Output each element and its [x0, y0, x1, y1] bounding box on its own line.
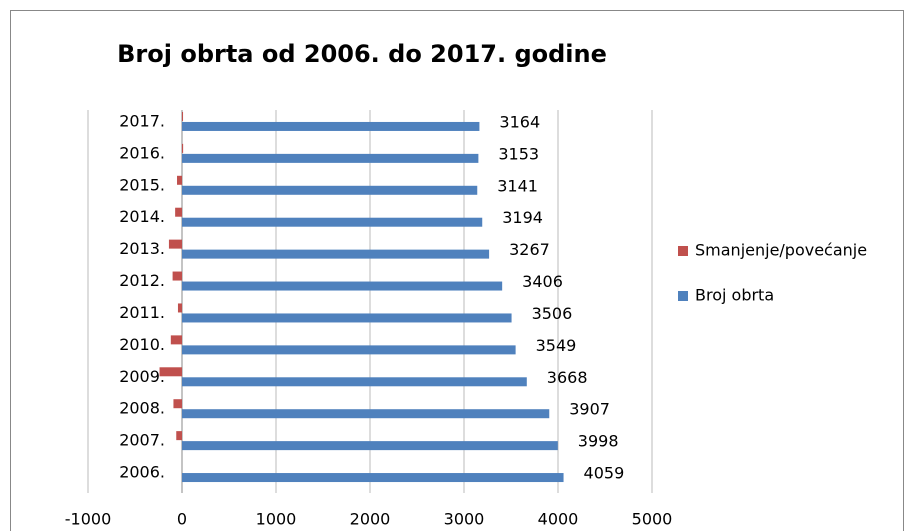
bar	[159, 367, 182, 377]
y-tick-label: 2017.	[119, 111, 165, 130]
data-label: 3506	[532, 304, 573, 323]
y-tick-label: 2013.	[119, 239, 165, 258]
data-label: 3141	[497, 176, 538, 195]
bar	[182, 217, 483, 227]
y-tick-label: 2007.	[119, 431, 165, 450]
legend-swatch	[678, 246, 688, 256]
bar	[182, 441, 558, 451]
legend-label: Smanjenje/povećanje	[695, 241, 867, 260]
x-tick-label: 2000	[350, 510, 391, 529]
y-tick-label: 2016.	[119, 143, 165, 162]
bar	[182, 111, 184, 121]
bar	[172, 271, 182, 281]
y-tick-label: 2014.	[119, 207, 165, 226]
bar	[175, 207, 182, 217]
bar	[177, 303, 182, 313]
bar	[176, 431, 182, 441]
data-label: 3998	[578, 432, 619, 451]
data-label: 3267	[509, 240, 550, 259]
bar	[170, 335, 182, 345]
y-tick-label: 2006.	[119, 463, 165, 482]
bar	[182, 473, 564, 483]
data-label: 3668	[547, 368, 588, 387]
y-tick-label: 2015.	[119, 175, 165, 194]
bar	[182, 143, 184, 153]
data-label: 4059	[584, 464, 625, 483]
y-tick-label: 2010.	[119, 335, 165, 354]
data-label: 3194	[502, 208, 543, 227]
chart-title: Broj obrta od 2006. do 2017. godine	[117, 40, 607, 68]
y-tick-label: 2012.	[119, 271, 165, 290]
data-label: 3907	[569, 400, 610, 419]
data-label: 3164	[499, 112, 540, 131]
y-tick-label: 2011.	[119, 303, 165, 322]
data-label: 3549	[536, 336, 577, 355]
bar	[168, 239, 182, 249]
x-tick-label: -1000	[65, 510, 112, 529]
x-tick-label: 3000	[444, 510, 485, 529]
data-label: 3406	[522, 272, 563, 291]
bar	[182, 409, 550, 419]
x-tick-label: 0	[177, 510, 187, 529]
bar	[182, 121, 480, 131]
legend-swatch	[678, 291, 688, 301]
data-label: 3153	[498, 144, 539, 163]
bar	[182, 153, 479, 163]
bar	[182, 249, 490, 259]
x-tick-label: 4000	[538, 510, 579, 529]
x-tick-label: 5000	[632, 510, 673, 529]
bar	[182, 185, 478, 195]
bar	[182, 377, 527, 387]
bar	[182, 313, 512, 323]
bar	[173, 399, 182, 409]
bar	[182, 345, 516, 355]
y-tick-label: 2008.	[119, 399, 165, 418]
y-tick-label: 2009.	[119, 367, 165, 386]
bar	[177, 175, 182, 185]
legend-label: Broj obrta	[695, 286, 774, 305]
x-tick-label: 1000	[256, 510, 297, 529]
bar	[182, 281, 503, 291]
